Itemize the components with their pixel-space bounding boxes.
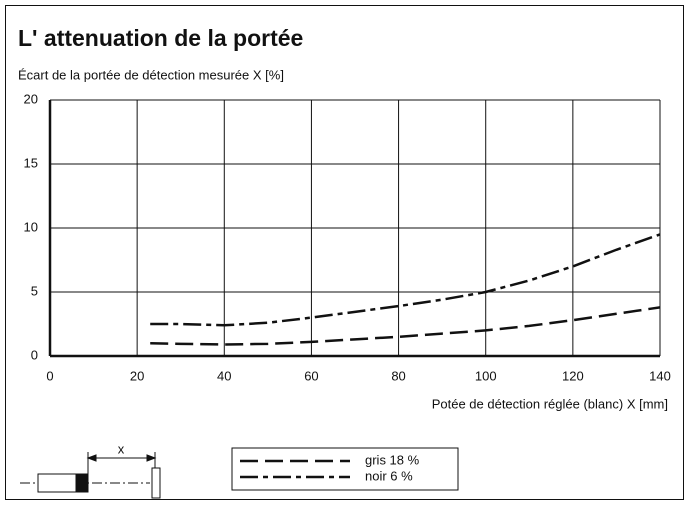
x-tick-label: 40 bbox=[217, 368, 231, 383]
x-tick-label: 60 bbox=[304, 368, 318, 383]
y-tick-label: 20 bbox=[24, 91, 38, 106]
data-line bbox=[150, 233, 661, 327]
sensor-diagram bbox=[20, 452, 161, 499]
y-tick-label: 0 bbox=[31, 347, 38, 362]
x-tick-label: 140 bbox=[649, 368, 671, 383]
y-axis-label: Écart de la portée de détection mesurée … bbox=[18, 67, 284, 82]
y-tick-label: 15 bbox=[24, 155, 38, 170]
legend-label: noir 6 % bbox=[365, 468, 413, 483]
x-tick-label: 120 bbox=[562, 368, 584, 383]
legend-label: gris 18 % bbox=[365, 452, 420, 467]
chart-title: L' attenuation de la portée bbox=[18, 25, 303, 51]
x-tick-label: 20 bbox=[130, 368, 144, 383]
legend-box bbox=[231, 447, 459, 491]
y-tick-label: 10 bbox=[24, 219, 38, 234]
x-tick-label: 80 bbox=[391, 368, 405, 383]
x-tick-label: 100 bbox=[475, 368, 497, 383]
x-tick-label: 0 bbox=[46, 368, 53, 383]
y-tick-label: 5 bbox=[31, 283, 38, 298]
x-axis-label: Potée de détection réglée (blanc) X [mm] bbox=[432, 396, 668, 411]
distance-label: x bbox=[118, 441, 125, 456]
frame bbox=[5, 5, 684, 500]
